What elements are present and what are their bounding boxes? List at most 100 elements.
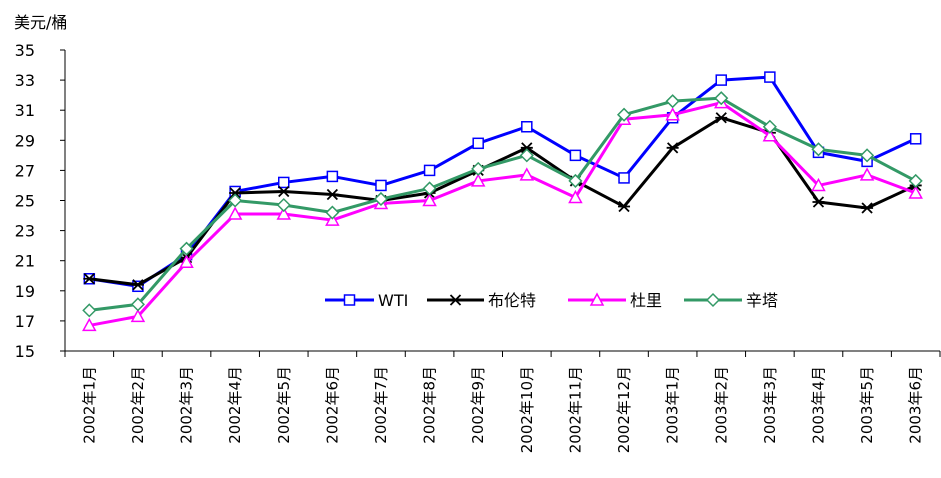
- data-point: [277, 185, 290, 198]
- x-tick-label: 2002年2月: [129, 366, 147, 444]
- x-tick-label: 2003年1月: [664, 366, 682, 444]
- series-line: [89, 75, 917, 288]
- y-axis-unit-label: 美元/桶: [14, 13, 67, 32]
- legend-item: 布伦特: [427, 291, 536, 310]
- y-tick-label: 33: [15, 71, 35, 90]
- data-point: [714, 91, 729, 106]
- x-tick-label: 2002年1月: [80, 366, 98, 444]
- data-point: [422, 181, 437, 196]
- series-1: [83, 71, 922, 293]
- y-tick-label: 15: [15, 342, 35, 361]
- legend-item: 辛塔: [684, 291, 778, 310]
- series-3: [82, 95, 923, 332]
- data-point: [423, 164, 436, 177]
- legend-label: 布伦特: [488, 291, 536, 310]
- x-tick-label: 2003年5月: [858, 366, 876, 444]
- data-point: [519, 167, 535, 181]
- x-tick-label: 2003年2月: [712, 366, 730, 444]
- data-point: [762, 128, 778, 142]
- data-point: [276, 206, 292, 220]
- y-tick-labels: 15 17 19 21 23 25 27 29 31 33 35: [15, 41, 35, 361]
- x-tick-label: 2002年12月: [615, 366, 633, 453]
- data-point: [618, 200, 631, 213]
- axes: [60, 49, 941, 357]
- y-tick-label: 27: [15, 161, 35, 180]
- data-point: [859, 167, 875, 181]
- legend-marker: [705, 292, 721, 308]
- data-point: [227, 206, 243, 220]
- x-tick-label: 2002年11月: [566, 366, 584, 453]
- legend-marker: [449, 294, 462, 306]
- x-tick-label: 2002年9月: [469, 366, 487, 444]
- data-point: [568, 189, 583, 204]
- x-tick-label: 2003年4月: [809, 366, 827, 444]
- series-line: [89, 96, 917, 312]
- data-point: [861, 202, 874, 214]
- data-point: [811, 177, 826, 192]
- y-tick-label: 31: [15, 101, 35, 120]
- x-tick-labels: 2002年1月 2002年2月 2002年3月 2002年4月 2002年5月 2002年…: [80, 366, 924, 453]
- data-point: [471, 161, 486, 176]
- legend-item: WTI: [325, 291, 408, 310]
- data-point: [278, 176, 290, 189]
- y-tick-label: 35: [15, 41, 35, 60]
- data-point: [715, 74, 727, 86]
- data-point: [908, 185, 923, 199]
- data-point: [422, 192, 437, 207]
- data-point: [616, 107, 632, 122]
- data-point: [812, 196, 825, 208]
- data-point: [521, 121, 533, 133]
- y-tick-label: 25: [15, 192, 35, 211]
- data-point: [82, 303, 97, 318]
- data-point: [82, 317, 97, 332]
- data-point: [130, 297, 145, 312]
- x-tick-label: 2002年6月: [323, 366, 341, 444]
- data-point: [276, 197, 291, 213]
- y-tick-label: 21: [15, 252, 35, 271]
- data-point: [860, 148, 875, 163]
- data-point: [569, 149, 582, 162]
- data-point: [908, 173, 923, 188]
- legend-marker: [343, 294, 356, 306]
- data-point: [179, 254, 194, 268]
- data-point: [470, 173, 486, 187]
- data-point: [811, 142, 826, 157]
- x-tick-label: 2002年7月: [372, 366, 390, 444]
- x-tick-label: 2002年10月: [518, 366, 536, 453]
- series-line: [89, 116, 917, 287]
- data-point: [179, 241, 194, 256]
- x-tick-label: 2002年5月: [275, 366, 293, 444]
- data-point: [715, 112, 728, 124]
- x-tick-label: 2002年8月: [421, 366, 439, 444]
- data-point: [472, 137, 484, 150]
- legend-label: 辛塔: [746, 291, 778, 310]
- data-point: [83, 273, 96, 285]
- data-point: [228, 193, 243, 208]
- data-point: [665, 107, 680, 121]
- y-tick-label: 23: [15, 222, 35, 241]
- x-tick-label: 2003年3月: [761, 366, 779, 444]
- data-point: [665, 94, 680, 109]
- data-point: [132, 280, 144, 293]
- data-point: [325, 205, 340, 220]
- data-point: [326, 188, 339, 201]
- x-tick-label: 2002年3月: [178, 366, 196, 444]
- y-tick-label: 19: [15, 282, 35, 301]
- legend-item: 杜里: [568, 291, 662, 310]
- data-point: [520, 142, 533, 154]
- data-point: [229, 187, 242, 199]
- y-tick-label: 29: [15, 131, 35, 150]
- data-point: [764, 71, 776, 83]
- legend-label: WTI: [378, 291, 408, 310]
- x-tick-label: 2002年4月: [226, 366, 244, 444]
- x-tick-label: 2003年6月: [907, 366, 925, 444]
- data-point: [519, 148, 534, 163]
- data-point: [666, 142, 679, 154]
- data-point: [131, 279, 144, 291]
- data-point: [568, 173, 583, 188]
- series-4: [82, 91, 923, 318]
- data-point: [762, 119, 777, 134]
- series-line: [89, 101, 917, 327]
- data-point: [909, 133, 922, 145]
- data-point: [618, 172, 630, 184]
